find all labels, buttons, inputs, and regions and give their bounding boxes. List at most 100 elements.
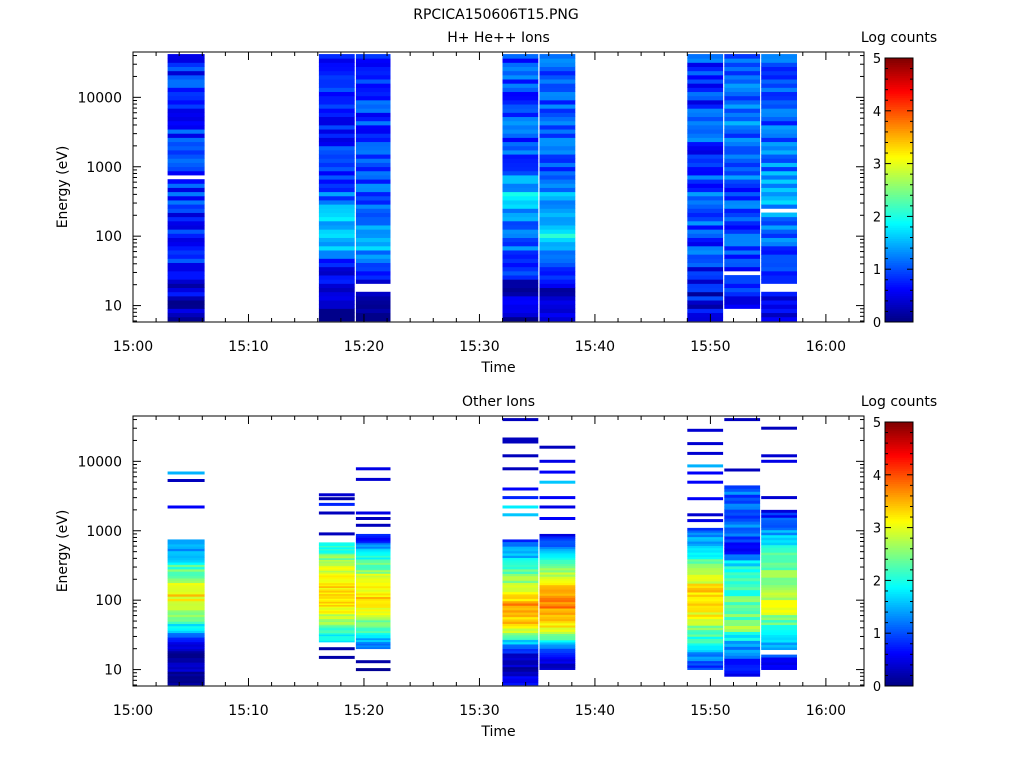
heatmap-cell [724,673,761,677]
heatmap-cell [355,582,391,585]
heatmap-cell [502,682,539,686]
heatmap-cell [502,225,539,230]
heatmap-cell [318,618,355,621]
heatmap-cell [355,551,391,555]
heatmap-cell [318,595,355,598]
heatmap-cell [318,617,355,620]
heatmap-cell [318,304,355,309]
heatmap-cell [761,547,797,551]
heatmap-cell [502,279,539,284]
colorbar-swatch [885,209,913,213]
heatmap-cell [167,612,205,615]
colorbar-swatch [885,670,913,674]
heatmap-cell [502,573,539,577]
heatmap-cell [539,141,576,147]
colorbar-tick-label: 3 [873,158,881,173]
heatmap-cell [167,133,205,138]
heatmap-cell [167,625,205,629]
heatmap-cell [761,266,797,272]
heatmap-cell [318,612,355,615]
heatmap-cell [539,287,576,293]
heatmap-cell [687,137,724,143]
colorbar-swatch [885,315,913,319]
colorbar-swatch [885,216,913,220]
heatmap-cell [687,250,724,255]
heatmap-cell [502,555,539,559]
heatmap-cell [355,95,391,101]
heatmap-cell [502,632,539,636]
heatmap-cell [761,204,797,209]
colorbar-swatch [885,499,913,502]
heatmap-cell [687,116,724,122]
colorbar-swatch [885,66,913,70]
heatmap-cell [539,599,576,603]
heatmap-cell [167,137,205,143]
heatmap-cell [355,191,391,197]
colorbar-swatch [885,501,913,504]
heatmap-cell [539,505,576,509]
heatmap-cell [502,112,539,118]
heatmap-cell [355,643,391,646]
heatmap-cell [724,304,761,309]
heatmap-cell [355,589,391,592]
colorbar-tick-label: 2 [873,210,881,225]
h-ions-panel: H+ He++ Ions Energy (eV) Time Log counts… [55,30,937,376]
heatmap-cell [318,502,355,506]
heatmap-cell [318,631,355,634]
heatmap-cell [502,584,539,588]
heatmap-cell [502,220,539,226]
heatmap-cell [687,536,724,540]
heatmap-cell [761,304,797,309]
colorbar-swatch [885,207,913,211]
heatmap-cell [502,245,539,251]
heatmap-cell [761,104,797,109]
heatmap-cell [502,669,539,672]
heatmap-cell [355,158,391,163]
colorbar-swatch [885,455,913,458]
heatmap-cell [355,87,391,93]
colorbar-swatch [885,631,913,634]
heatmap-cell [761,141,797,147]
heatmap-cell [355,580,391,583]
heatmap-cell [167,555,205,559]
heatmap-cell [502,70,539,76]
heatmap-cell [167,575,205,579]
colorbar-swatch [885,88,913,92]
heatmap-cell [724,530,761,534]
heatmap-cell [761,459,797,463]
heatmap-cell [724,536,761,540]
heatmap-cell [167,54,205,59]
heatmap-cell [724,670,761,674]
heatmap-cell [539,589,576,592]
heatmap-cell [724,589,761,594]
heatmap-cell [724,491,761,495]
heatmap-cell [167,675,205,679]
heatmap-cell [318,607,355,610]
heatmap-cell [761,624,797,628]
heatmap-cell [318,609,355,612]
heatmap-cell [502,564,539,568]
heatmap-cell [167,564,205,568]
heatmap-cell [502,195,539,201]
heatmap-cell [167,312,205,318]
colorbar-swatch [885,201,913,204]
heatmap-cell [761,629,797,633]
colorbar-swatch [885,119,913,123]
heatmap-cell [687,58,724,63]
heatmap-cell [502,582,539,586]
heatmap-cell [724,518,761,522]
heatmap-cell [355,208,391,213]
heatmap-cell [502,646,539,649]
heatmap-cell [502,559,539,563]
colorbar-tick-label: 4 [873,469,881,484]
heatmap-cell [167,79,205,84]
colorbar-swatch [885,567,913,570]
heatmap-cell [167,619,205,622]
heatmap-cell [539,170,576,176]
colorbar-swatch [885,547,913,551]
heatmap-cell [724,667,761,671]
heatmap-cell [687,572,724,575]
colorbar-swatch [885,278,913,281]
heatmap-cell [687,534,724,538]
heatmap-cell [355,308,391,314]
